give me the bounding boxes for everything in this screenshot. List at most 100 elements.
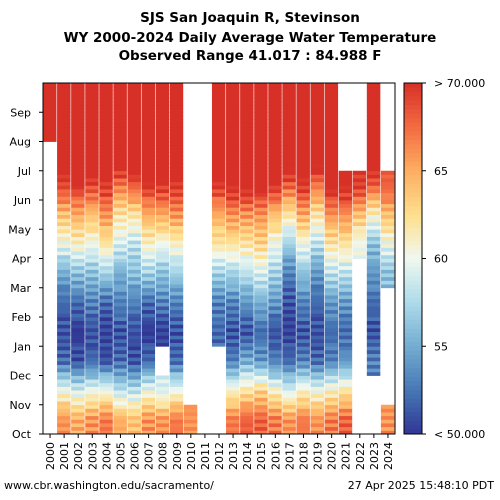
heatmap-cell bbox=[113, 232, 127, 237]
heatmap-cell bbox=[85, 167, 99, 172]
heatmap-cell bbox=[113, 115, 127, 120]
heatmap-cell bbox=[57, 353, 71, 358]
heatmap-cell bbox=[226, 123, 240, 128]
colorbar-swatch bbox=[404, 166, 422, 172]
heatmap-cell bbox=[268, 269, 282, 274]
heatmap-cell bbox=[282, 426, 296, 431]
heatmap-cell bbox=[226, 335, 240, 340]
heatmap-cell bbox=[226, 210, 240, 216]
heatmap-cell bbox=[169, 287, 184, 292]
heatmap-cell bbox=[254, 401, 268, 406]
heatmap-cell bbox=[127, 218, 141, 223]
heatmap-cell bbox=[254, 397, 268, 402]
heatmap-cell bbox=[240, 221, 254, 226]
colorbar-swatch bbox=[404, 271, 422, 277]
heatmap-cell bbox=[113, 295, 127, 300]
heatmap-cell bbox=[183, 415, 198, 420]
heatmap-cell bbox=[296, 273, 310, 278]
heatmap-cell bbox=[282, 265, 296, 270]
heatmap-cell bbox=[127, 123, 141, 128]
heatmap-cell bbox=[113, 83, 127, 88]
heatmap-cell bbox=[226, 390, 240, 395]
y-tick-label: Sep bbox=[10, 106, 31, 119]
heatmap-cell bbox=[268, 368, 282, 373]
heatmap-cell bbox=[282, 189, 296, 194]
heatmap-cell bbox=[268, 189, 282, 194]
heatmap-cell bbox=[57, 379, 71, 384]
heatmap-cell bbox=[240, 126, 254, 131]
heatmap-cell bbox=[254, 371, 268, 376]
heatmap-cell bbox=[155, 189, 170, 194]
heatmap-cell bbox=[169, 349, 184, 354]
heatmap-cell bbox=[324, 320, 339, 325]
heatmap-cell bbox=[155, 247, 170, 252]
heatmap-cell bbox=[324, 181, 339, 186]
heatmap-cell bbox=[296, 232, 310, 237]
heatmap-cell bbox=[240, 269, 254, 274]
heatmap-cell bbox=[338, 291, 353, 296]
heatmap-cell bbox=[141, 430, 156, 435]
heatmap-cell bbox=[282, 273, 296, 278]
heatmap-cell bbox=[169, 101, 184, 106]
heatmap-cell bbox=[155, 313, 170, 318]
heatmap-cell bbox=[71, 390, 85, 395]
heatmap-cell bbox=[240, 273, 254, 278]
heatmap-cell bbox=[268, 357, 282, 362]
heatmap-cell bbox=[71, 379, 85, 384]
heatmap-cell bbox=[99, 302, 113, 307]
heatmap-cell bbox=[169, 247, 184, 252]
heatmap-cell bbox=[57, 375, 71, 380]
heatmap-cell bbox=[226, 156, 240, 161]
heatmap-cell bbox=[57, 236, 71, 241]
heatmap-cell bbox=[240, 302, 254, 307]
heatmap-cell bbox=[324, 357, 339, 362]
heatmap-cell bbox=[169, 192, 184, 197]
heatmap-cell bbox=[57, 108, 71, 113]
heatmap-cell bbox=[57, 207, 71, 212]
heatmap-cell bbox=[71, 236, 85, 241]
heatmap-cell bbox=[85, 419, 99, 424]
heatmap-cell bbox=[268, 167, 282, 172]
heatmap-cell bbox=[211, 104, 226, 109]
heatmap-cell bbox=[296, 382, 310, 387]
heatmap-cell bbox=[310, 397, 324, 402]
heatmap-cell bbox=[211, 243, 226, 248]
heatmap-cell bbox=[338, 280, 353, 285]
heatmap-cell bbox=[282, 152, 296, 157]
heatmap-cell bbox=[226, 313, 240, 318]
heatmap-cell bbox=[71, 426, 85, 431]
heatmap-cell bbox=[366, 90, 381, 95]
x-tick-label: 2008 bbox=[157, 442, 170, 470]
y-tick-label: Jan bbox=[13, 340, 31, 353]
heatmap-cell bbox=[352, 189, 367, 194]
heatmap-cell bbox=[240, 401, 254, 406]
heatmap-cell bbox=[71, 181, 85, 186]
heatmap-cell bbox=[57, 141, 71, 146]
x-tick-label: 2012 bbox=[213, 442, 226, 470]
heatmap-cell bbox=[254, 335, 268, 340]
heatmap-cell bbox=[296, 349, 310, 354]
heatmap-cell bbox=[310, 276, 324, 281]
heatmap-cell bbox=[211, 97, 226, 102]
heatmap-cell bbox=[57, 126, 71, 131]
heatmap-cell bbox=[99, 404, 113, 409]
heatmap-cell bbox=[85, 342, 99, 347]
heatmap-cell bbox=[99, 192, 113, 197]
heatmap-cell bbox=[169, 423, 184, 428]
heatmap-cell bbox=[113, 207, 127, 212]
heatmap-cell bbox=[141, 258, 156, 263]
heatmap-cell bbox=[366, 353, 381, 358]
heatmap-cell bbox=[310, 408, 324, 413]
heatmap-cell bbox=[338, 251, 353, 256]
heatmap-cell bbox=[113, 393, 127, 398]
heatmap-cell bbox=[127, 349, 141, 354]
heatmap-cell bbox=[254, 97, 268, 102]
heatmap-cell bbox=[211, 313, 226, 318]
heatmap-cell bbox=[141, 360, 156, 365]
colorbar-swatch bbox=[404, 201, 422, 207]
heatmap-cell bbox=[282, 243, 296, 248]
heatmap-cell bbox=[226, 200, 240, 205]
x-tick-label: 2016 bbox=[269, 442, 282, 470]
heatmap-cell bbox=[155, 181, 170, 186]
heatmap-cell bbox=[57, 123, 71, 128]
